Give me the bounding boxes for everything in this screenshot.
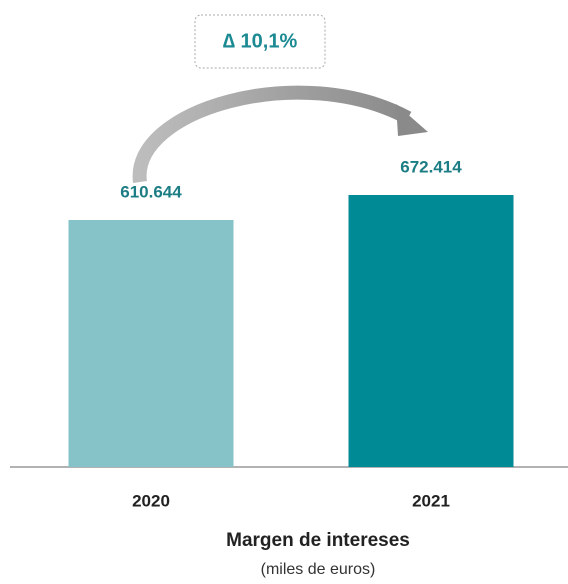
annotation-box: [194, 14, 326, 69]
chart-subtitle: (miles de euros): [261, 561, 376, 578]
bar: [348, 195, 514, 467]
x-tick-label: 2020: [132, 491, 170, 510]
bar: [68, 219, 234, 467]
x-tick-label: 2021: [412, 491, 450, 510]
value-label: 672.414: [400, 157, 462, 176]
arrow: [132, 85, 412, 183]
arrow-head: [396, 104, 428, 136]
annotation: ∆ 10,1%: [223, 30, 298, 52]
chart-title: Margen de intereses: [226, 530, 410, 551]
value-label: 610.644: [120, 182, 182, 201]
